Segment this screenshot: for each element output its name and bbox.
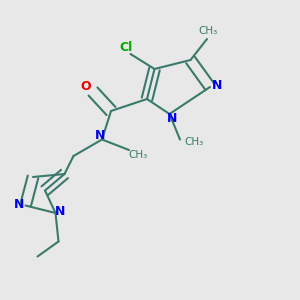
Text: Cl: Cl — [119, 41, 133, 54]
Text: CH₃: CH₃ — [199, 26, 218, 37]
Text: O: O — [80, 80, 91, 94]
Text: N: N — [14, 197, 24, 211]
Text: N: N — [212, 79, 222, 92]
Text: CH₃: CH₃ — [185, 137, 204, 147]
Text: N: N — [55, 205, 65, 218]
Text: CH₃: CH₃ — [128, 150, 148, 161]
Text: N: N — [167, 112, 178, 125]
Text: N: N — [95, 129, 106, 142]
